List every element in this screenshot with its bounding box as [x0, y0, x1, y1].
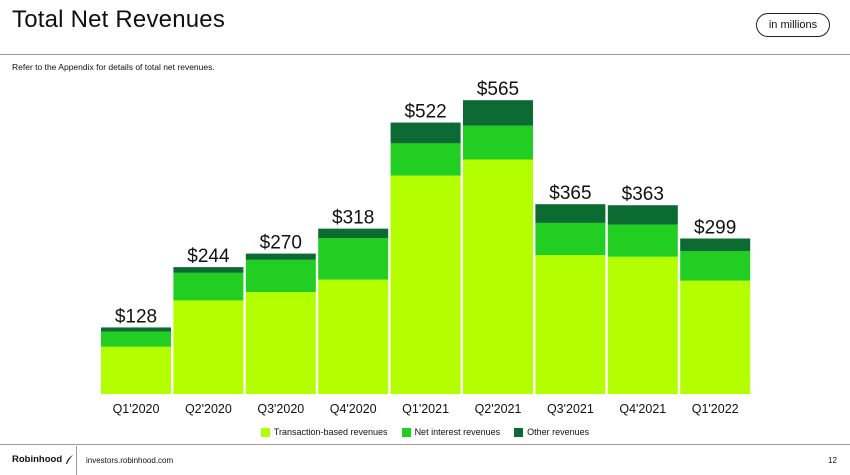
x-tick-label: Q3'2021	[547, 402, 594, 416]
bar-segment-transaction	[680, 280, 751, 394]
bar-total-label: $270	[260, 233, 302, 254]
chart-legend: Transaction-based revenues Net interest …	[0, 427, 850, 437]
legend-item-net-interest: Net interest revenues	[401, 427, 501, 437]
legend-label-other: Other revenues	[527, 427, 590, 437]
x-tick-label: Q2'2020	[185, 402, 232, 416]
legend-item-transaction: Transaction-based revenues	[260, 427, 388, 437]
bar-segment-net-interest	[173, 272, 244, 301]
bar-segment-net-interest	[607, 224, 678, 257]
bar-segment-net-interest	[463, 125, 533, 160]
subtitle-note: Refer to the Appendix for details of tot…	[12, 62, 215, 72]
legend-label-net-interest: Net interest revenues	[414, 427, 501, 437]
bar-segment-transaction	[101, 346, 171, 394]
bar-segment-transaction	[318, 279, 389, 394]
footer-vertical-divider	[76, 446, 77, 475]
legend-swatch-other	[514, 427, 524, 437]
x-tick-label: Q1'2020	[113, 402, 160, 416]
robinhood-logo: Robinhood	[12, 454, 74, 465]
x-tick-label: Q3'2020	[257, 402, 304, 416]
bar-segment-transaction	[463, 159, 533, 394]
bar-total-label: $299	[694, 218, 736, 239]
bar-segment-other	[463, 100, 533, 126]
feather-icon	[66, 454, 74, 464]
bar-segment-other	[318, 228, 389, 238]
bar-segment-other	[173, 267, 244, 273]
page-number: 12	[828, 456, 837, 465]
bar-total-label: $128	[115, 306, 157, 327]
bar-total-label: $244	[187, 246, 230, 267]
x-tick-label: Q1'2022	[692, 402, 739, 416]
bar-segment-other	[535, 204, 606, 223]
legend-item-other: Other revenues	[514, 427, 589, 437]
legend-label-transaction: Transaction-based revenues	[273, 427, 388, 437]
bar-segment-other	[390, 122, 461, 144]
legend-swatch-transaction	[260, 427, 270, 437]
x-tick-label: Q2'2021	[475, 402, 522, 416]
bar-total-label: $365	[549, 183, 591, 204]
bar-segment-transaction	[173, 300, 244, 394]
bar-total-label: $318	[332, 208, 374, 229]
bar-segment-other	[101, 327, 171, 332]
bar-segment-net-interest	[245, 259, 316, 293]
bar-total-label: $565	[477, 79, 519, 100]
bar-segment-net-interest	[318, 238, 389, 280]
bar-total-label: $363	[622, 184, 664, 205]
bar-segment-transaction	[535, 255, 606, 394]
bar-segment-transaction	[390, 175, 461, 394]
page-title: Total Net Revenues	[12, 6, 226, 33]
bar-segment-net-interest	[101, 331, 171, 347]
brand-name: Robinhood	[12, 454, 63, 465]
bar-segment-transaction	[245, 292, 316, 394]
bar-segment-net-interest	[535, 222, 606, 256]
bar-total-label: $522	[404, 102, 446, 123]
header-divider	[0, 54, 850, 55]
x-tick-label: Q4'2020	[330, 402, 377, 416]
bar-segment-other	[607, 205, 678, 225]
bar-segment-net-interest	[390, 143, 461, 176]
investor-url-link[interactable]: investors.robinhood.com	[86, 456, 174, 465]
legend-swatch-net-interest	[401, 427, 411, 437]
footer-divider-line	[0, 444, 850, 445]
bar-segment-net-interest	[680, 251, 751, 281]
bar-segment-other	[680, 238, 751, 251]
x-tick-label: Q1'2021	[402, 402, 449, 416]
units-badge: in millions	[756, 13, 830, 37]
x-tick-label: Q4'2021	[619, 402, 666, 416]
bar-segment-other	[245, 253, 316, 260]
bar-segment-transaction	[607, 256, 678, 394]
